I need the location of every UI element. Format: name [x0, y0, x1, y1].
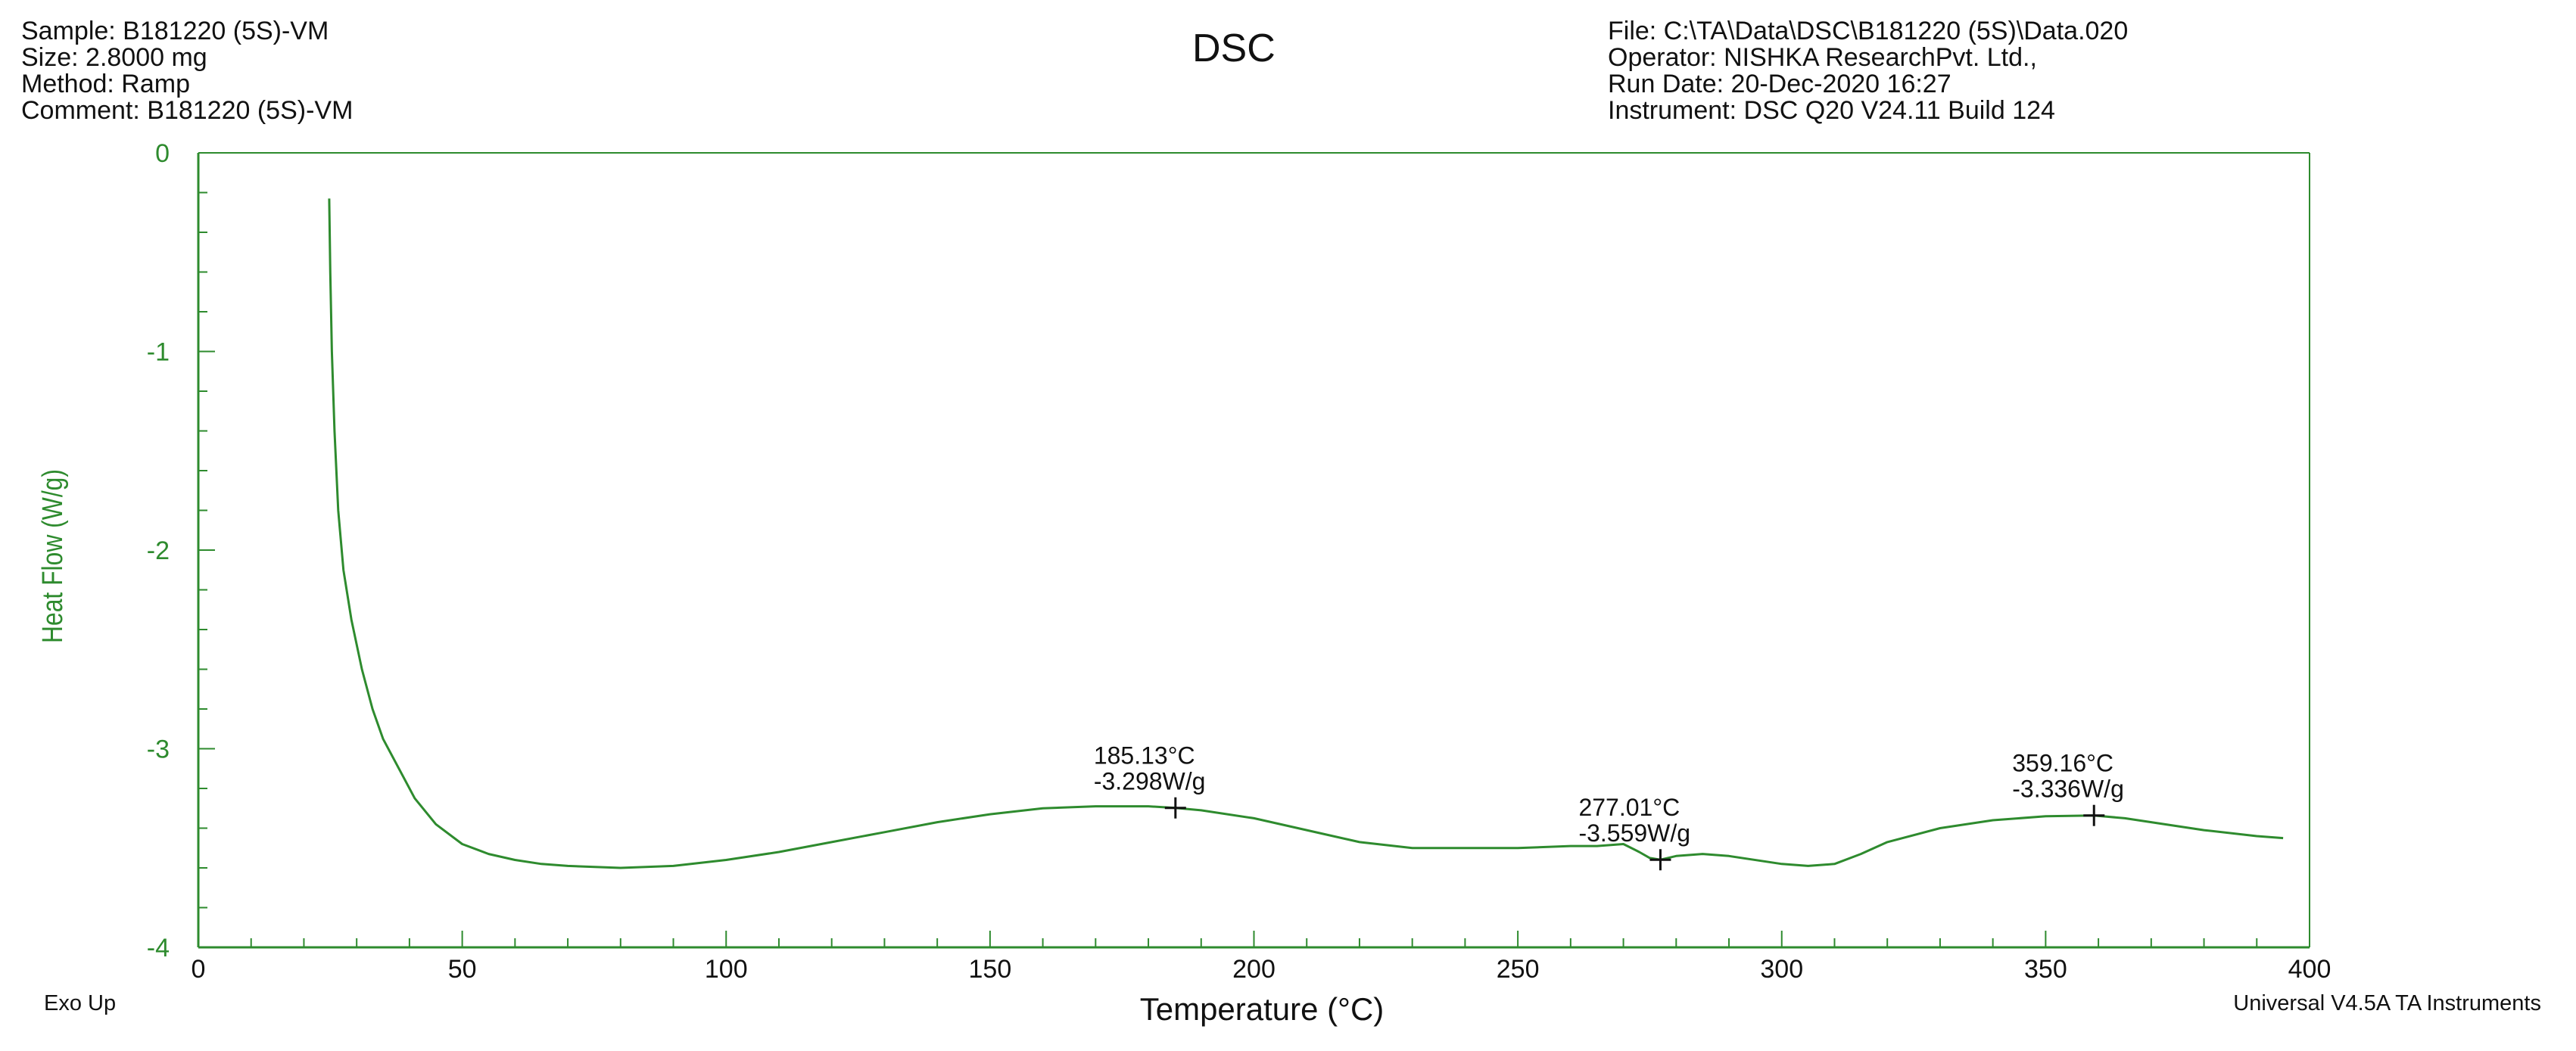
method-line: Method: Ramp	[21, 70, 190, 98]
software-version: Universal V4.5A TA Instruments	[2233, 991, 2541, 1015]
x-tick-label: 100	[705, 955, 748, 984]
y-tick-label: 0	[155, 139, 170, 168]
x-tick-label: 250	[1497, 955, 1540, 984]
y-tick-label: -3	[147, 735, 170, 764]
y-tick-label: -1	[147, 338, 170, 367]
y-tick-label: -2	[147, 536, 170, 565]
run-date-line: Run Date: 20-Dec-2020 16:27	[1608, 70, 1951, 98]
operator-line: Operator: NISHKA ResearchPvt. Ltd.,	[1608, 43, 2037, 72]
chart-title: DSC	[1192, 26, 1276, 70]
x-tick-label: 50	[448, 955, 477, 984]
peak-temperature-label: 277.01°C	[1578, 794, 1680, 821]
x-tick-label: 300	[1760, 955, 1803, 984]
sample-line: Sample: B181220 (5S)-VM	[21, 17, 329, 45]
x-tick-label: 350	[2024, 955, 2067, 984]
heat-flow-curve	[328, 198, 2284, 869]
peak-heat-flow-label: -3.298W/g	[1094, 768, 1206, 795]
peak-heat-flow-label: -3.559W/g	[1578, 819, 1690, 847]
peak-temperature-label: 359.16°C	[2012, 750, 2113, 777]
x-tick-label: 0	[192, 955, 206, 984]
instrument-line: Instrument: DSC Q20 V24.11 Build 124	[1608, 96, 2055, 125]
curve-layer	[328, 198, 2284, 869]
file-line: File: C:\TA\Data\DSC\B181220 (5S)\Data.0…	[1608, 17, 2129, 45]
size-line: Size: 2.8000 mg	[21, 43, 207, 72]
x-tick-label: 200	[1232, 955, 1276, 984]
y-axis-label: Heat Flow (W/g)	[37, 469, 69, 643]
sample-info: Sample: B181220 (5S)-VM Size: 2.8000 mg …	[21, 18, 353, 124]
x-tick-label: 150	[969, 955, 1012, 984]
y-tick-label: -4	[147, 934, 170, 962]
annotations: 185.13°C-3.298W/g 277.01°C-3.559W/g 359.16…	[1094, 742, 2124, 871]
run-info: File: C:\TA\Data\DSC\B181220 (5S)\Data.0…	[1608, 18, 2128, 124]
comment-line: Comment: B181220 (5S)-VM	[21, 96, 354, 125]
peak-heat-flow-label: -3.336W/g	[2012, 776, 2124, 803]
axes: 0 50 100 150 200 250 300 350 400 0 -1 -2 -3 -4	[147, 139, 2331, 984]
x-tick-label: 400	[2288, 955, 2331, 984]
exo-up-label: Exo Up	[44, 991, 117, 1015]
x-axis-label: Temperature (°C)	[1140, 991, 1385, 1027]
peak-temperature-label: 185.13°C	[1094, 742, 1195, 770]
